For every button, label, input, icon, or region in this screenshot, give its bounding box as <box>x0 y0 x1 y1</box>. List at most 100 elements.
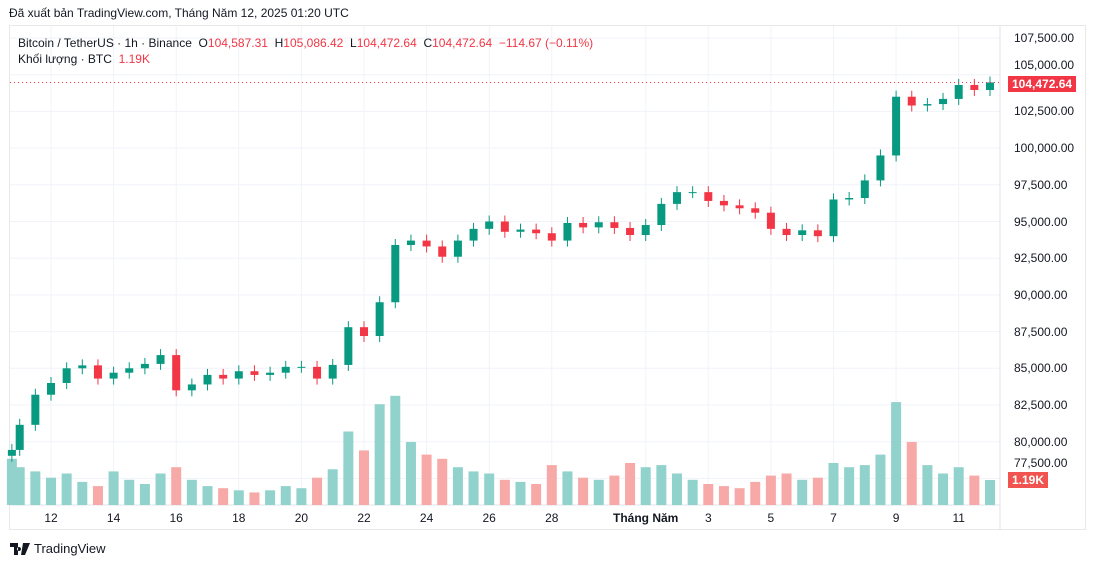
candle-body <box>610 222 619 228</box>
volume-bar <box>359 450 369 505</box>
price-tick-label: 102,500.00 <box>1014 104 1075 119</box>
volume-bar <box>499 479 510 505</box>
volume-bar <box>672 473 682 505</box>
candle-body <box>344 327 353 365</box>
close-label: C <box>423 36 433 50</box>
candle-body <box>250 371 259 375</box>
volume-bar <box>812 477 823 505</box>
candle-body <box>657 203 666 226</box>
volume-bar <box>280 486 291 505</box>
volume-bar <box>875 454 886 505</box>
time-tick-label: 11 <box>952 511 965 525</box>
volume-bar <box>186 479 197 505</box>
volume-bar <box>61 473 72 505</box>
candle-body <box>813 230 822 237</box>
time-tick-label: 16 <box>169 511 183 525</box>
candle-body <box>626 227 635 236</box>
time-tick-label: Tháng Năm <box>613 511 679 525</box>
volume-bar <box>781 473 792 505</box>
candle-body <box>15 424 24 450</box>
candle-body <box>360 327 368 337</box>
candle-body <box>125 368 134 373</box>
volume-label[interactable]: Khối lượng · BTC <box>18 52 112 66</box>
candle-body <box>766 212 775 229</box>
price-tick-label: 77,500.00 <box>1014 456 1068 470</box>
volume-bar <box>531 484 542 505</box>
volume-bar <box>77 481 88 505</box>
open-value: 104,587.31 <box>207 36 268 50</box>
price-tick-label: 85,000.00 <box>1014 361 1068 376</box>
volume-bar <box>202 486 213 505</box>
chart-frame <box>9 25 1086 530</box>
volume-bar <box>859 465 870 505</box>
candle-body <box>406 240 415 245</box>
volume-bar <box>139 484 150 505</box>
time-tick-label: 5 <box>767 511 775 525</box>
tradingview-brand[interactable]: TradingView <box>10 541 106 556</box>
candle-body <box>93 365 102 379</box>
last-volume-badge: 1.19K <box>1008 472 1049 488</box>
candle-body <box>876 155 885 181</box>
volume-bar <box>30 471 41 505</box>
candle-body <box>172 355 181 391</box>
volume-bar <box>656 465 667 505</box>
volume-bar <box>515 481 526 505</box>
volume-bar <box>265 490 276 505</box>
volume-bar <box>484 473 495 505</box>
candle-body <box>704 192 713 201</box>
volume-bar <box>390 395 401 505</box>
volume-bar <box>343 431 354 505</box>
time-tick-label: 12 <box>44 511 58 525</box>
symbol-label[interactable]: Bitcoin / TetherUS · 1h · Binance <box>18 36 192 50</box>
volume-bar <box>171 467 182 505</box>
candle-body <box>78 365 87 369</box>
candle-body <box>845 198 854 200</box>
volume-bar <box>218 488 229 505</box>
volume-bar <box>969 475 980 505</box>
volume-bar <box>953 467 964 505</box>
volume-bar <box>405 442 416 505</box>
volume-bar <box>562 471 573 505</box>
candle-body <box>62 368 71 383</box>
candle-body <box>641 225 650 236</box>
volume-bar <box>640 467 651 505</box>
volume-bar <box>797 479 808 505</box>
volume-bar <box>421 454 432 505</box>
low-label: L <box>350 36 357 50</box>
volume-bar <box>468 471 479 505</box>
volume-bar <box>625 463 636 505</box>
candle-body <box>907 96 916 106</box>
last-price-badge: 104,472.64 <box>1008 76 1077 92</box>
volume-bar <box>593 479 604 505</box>
volume-bar <box>734 488 745 505</box>
candle-body <box>673 192 681 204</box>
ohlc-legend: Bitcoin / TetherUS · 1h · Binance O104,5… <box>18 36 593 50</box>
candle-body <box>219 374 228 379</box>
volume-bar <box>233 490 244 505</box>
price-tick-label: 107,500.00 <box>1014 31 1075 45</box>
candle-body <box>485 221 494 229</box>
candle-body <box>234 371 243 379</box>
candle-body <box>782 228 791 236</box>
time-tick-label: 18 <box>232 511 246 525</box>
candle-body <box>203 374 212 385</box>
volume-bar <box>374 404 385 505</box>
volume-bar <box>938 473 949 505</box>
price-tick-label: 105,000.00 <box>1014 58 1075 73</box>
time-tick-label: 7 <box>830 511 837 525</box>
volume-bar <box>765 475 776 505</box>
volume-bar <box>922 465 933 505</box>
time-tick-label: 26 <box>482 511 496 525</box>
volume-bar <box>718 486 729 505</box>
volume-bar <box>155 473 166 505</box>
candle-body <box>47 382 55 395</box>
tradingview-logo-icon <box>10 542 30 555</box>
volume-bar <box>891 402 902 505</box>
volume-bar <box>312 477 323 505</box>
brand-name: TradingView <box>34 541 106 556</box>
candle-body <box>328 364 337 379</box>
volume-bar <box>546 465 557 505</box>
candle-body <box>281 366 290 373</box>
